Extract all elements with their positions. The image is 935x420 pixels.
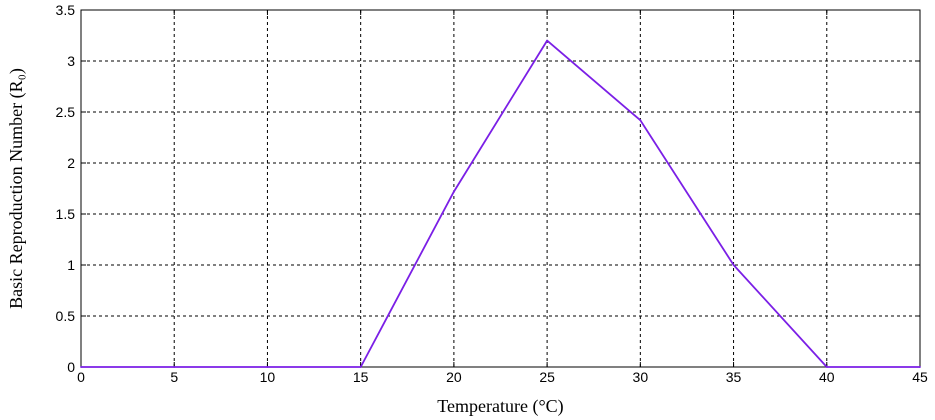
y-tick-label: 0.5: [56, 308, 76, 324]
data-point: [80, 366, 82, 368]
y-tick-label: 1: [67, 257, 75, 273]
grid: [81, 10, 920, 367]
x-tick-label: 35: [726, 369, 742, 385]
y-tick-label: 2.5: [56, 104, 76, 120]
x-tick-label: 10: [260, 369, 276, 385]
x-tick-label: 30: [633, 369, 649, 385]
y-axis-title: Basic Reproduction Number (R₀): [6, 68, 27, 309]
x-tick-label: 25: [539, 369, 555, 385]
series-layer: [80, 39, 921, 368]
x-tick-label: 45: [912, 369, 928, 385]
series-line: [81, 39, 920, 368]
data-point: [266, 366, 269, 368]
x-tick-label: 5: [170, 369, 178, 385]
data-point: [173, 366, 176, 368]
x-tick-label: 20: [446, 369, 462, 385]
x-axis-title: Temperature (°C): [437, 396, 563, 417]
x-tick-label: 15: [353, 369, 369, 385]
y-tick-label: 0: [67, 359, 75, 375]
y-tick-label: 1.5: [56, 206, 76, 222]
plot-frame: [80, 9, 921, 368]
y-tick-label: 3.5: [56, 2, 76, 18]
x-tick-label: 0: [77, 369, 85, 385]
data-point: [732, 264, 735, 266]
data-point: [825, 366, 828, 368]
data-point: [546, 39, 549, 42]
y-tick-label: 3: [67, 53, 75, 69]
y-tick-label: 2: [67, 155, 75, 171]
ticks: [80, 9, 921, 368]
tick-labels: 0 5 10 15 20 25 30 35 40 45 0 0.5 1 1.5 2 2.5 3 3.5: [56, 2, 928, 385]
data-point: [452, 190, 455, 193]
data-point: [359, 366, 362, 368]
data-point: [919, 366, 921, 368]
data-point: [639, 119, 642, 122]
x-tick-label: 40: [819, 369, 835, 385]
